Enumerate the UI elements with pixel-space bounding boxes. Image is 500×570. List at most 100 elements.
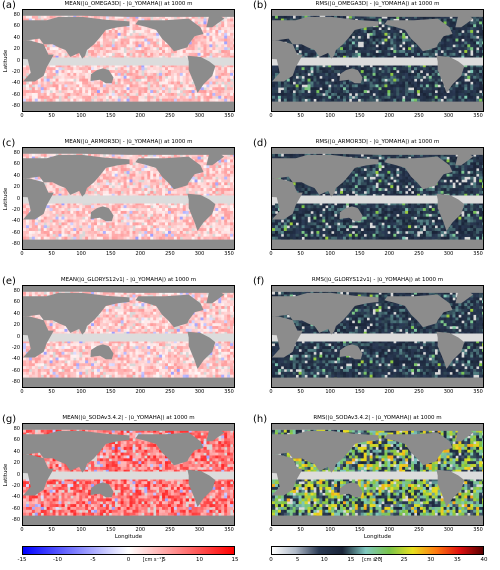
data-cell [203,84,207,88]
data-cell [144,78,148,82]
data-cell [482,15,483,19]
data-cell [111,35,116,39]
data-cell [197,159,201,163]
data-cell [46,182,50,186]
data-cell [384,30,388,34]
data-cell [227,193,231,197]
data-cell [328,64,332,68]
data-cell [328,90,332,94]
data-cell [470,95,474,99]
data-cell [431,81,436,85]
data-cell [176,188,181,192]
data-cell [114,47,118,51]
data-cell [230,159,234,163]
data-cell [67,72,71,77]
data-cell [120,193,124,197]
data-cell [162,67,166,71]
data-cell [221,185,225,189]
data-cell [64,190,68,195]
data-cell [316,87,320,91]
data-cell [434,78,438,82]
data-cell [203,92,207,97]
data-cell [46,95,50,99]
data-cell [230,182,234,186]
data-cell [378,18,382,22]
data-cell [440,47,444,51]
data-cell [194,21,198,25]
data-cell [206,173,210,177]
data-cell [64,78,68,82]
data-cell [357,52,362,57]
data-cell [135,70,139,74]
data-cell [390,90,394,94]
data-cell [399,84,403,88]
data-cell [182,78,187,82]
data-cell [393,90,397,94]
data-cell [292,18,296,22]
data-cell [384,81,388,85]
data-cell [156,87,160,91]
data-cell [94,55,98,59]
data-cell [230,168,234,172]
data-cell [156,64,160,68]
data-cell [301,70,305,74]
data-cell [221,202,225,206]
data-cell [414,72,418,77]
data-cell [378,95,382,99]
data-cell [85,55,89,59]
data-cell [375,47,379,51]
data-cell [96,41,101,45]
data-cell [40,98,45,102]
data-cell [375,75,379,79]
data-cell [114,30,118,34]
data-cell [191,44,195,48]
data-cell [40,75,45,79]
data-cell [46,75,50,79]
data-cell [147,168,151,172]
data-cell [440,84,444,88]
data-cell [126,35,130,39]
data-cell [425,50,430,54]
data-cell [120,84,124,88]
data-cell [473,30,477,34]
data-cell [360,27,365,31]
data-cell [348,50,353,54]
data-cell [105,95,110,99]
data-cell [230,70,234,74]
data-cell [233,50,234,54]
data-cell [58,193,62,197]
data-cell [405,32,409,37]
data-cell [147,75,151,79]
data-cell [135,75,139,79]
data-cell [313,95,317,99]
data-cell [129,98,133,102]
data-cell [123,30,127,34]
data-cell [221,67,225,71]
data-cell [310,78,314,82]
data-cell [197,90,201,94]
data-cell [340,52,344,57]
data-cell [215,27,219,31]
data-cell [390,35,394,39]
data-cell [135,153,139,157]
data-cell [431,55,436,59]
data-cell [162,190,166,195]
data-cell [393,35,397,39]
data-cell [230,90,234,94]
data-cell [387,44,391,48]
data-cell [212,98,216,102]
data-cell [337,15,341,19]
data-cell [470,47,474,51]
data-cell [141,41,145,45]
data-cell [464,35,468,39]
data-cell [52,47,56,51]
data-cell [111,176,116,180]
data-cell [366,75,370,79]
data-cell [129,90,133,94]
data-cell [298,72,302,77]
data-cell [331,67,335,71]
data-cell [182,70,187,74]
data-cell [221,170,225,175]
data-cell [212,41,216,45]
data-cell [144,64,148,68]
